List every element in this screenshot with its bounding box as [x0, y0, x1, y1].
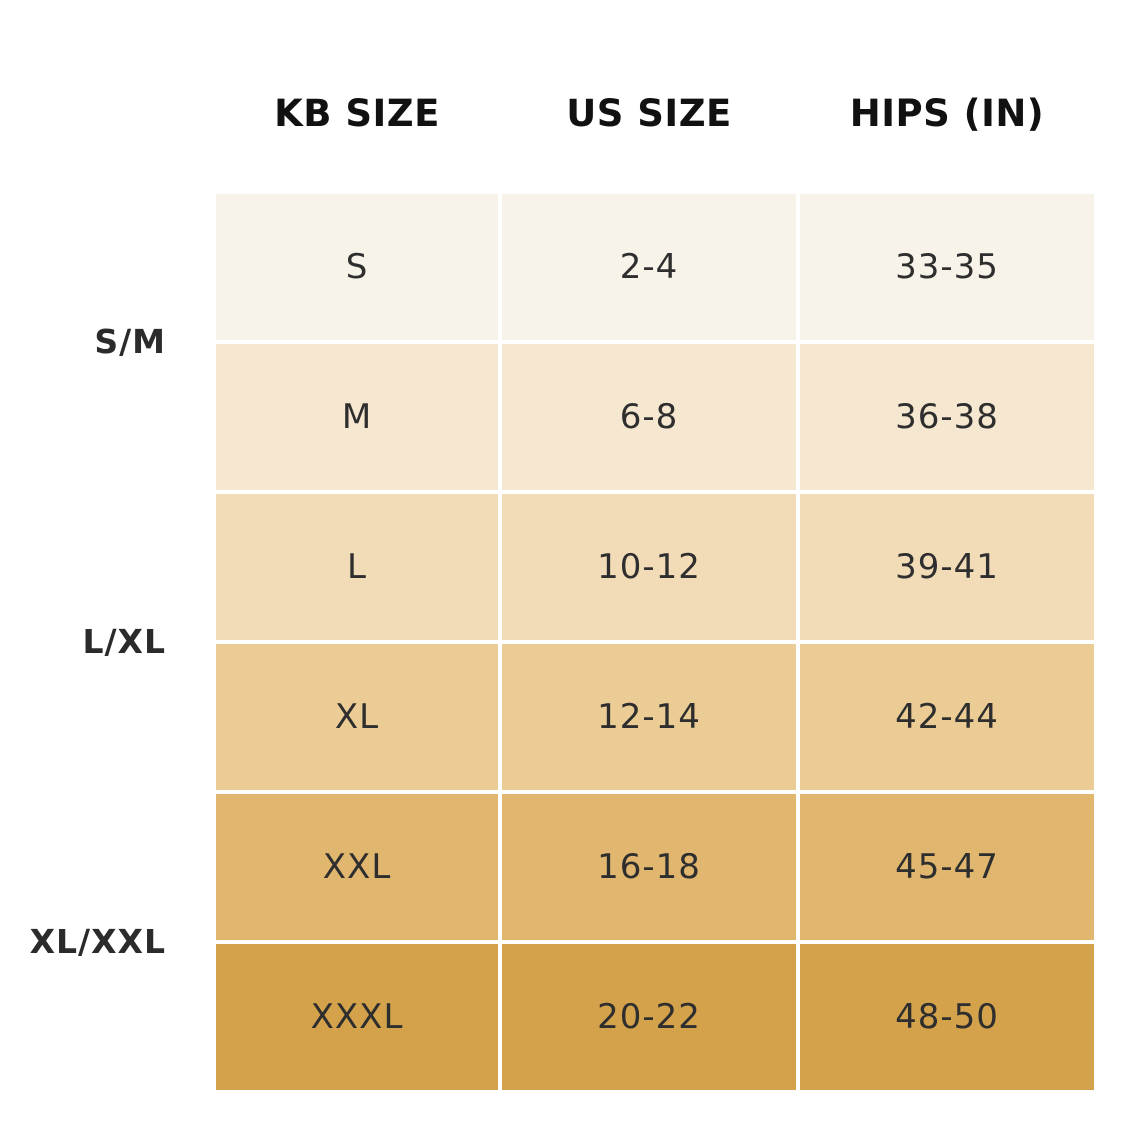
cell-hips: 48-50 — [800, 944, 1094, 1090]
group-label-l-xl: L/XL — [82, 622, 166, 661]
group-label-xl-xxl: XL/XXL — [29, 922, 166, 961]
cell-kb-size: XL — [216, 644, 498, 790]
cell-us-size: 2-4 — [502, 194, 796, 340]
cell-us-size: 16-18 — [502, 794, 796, 940]
cell-kb-size: XXL — [216, 794, 498, 940]
cell-hips: 39-41 — [800, 494, 1094, 640]
table-row: XXXL 20-22 48-50 — [216, 944, 1094, 1090]
header-kb-size: KB SIZE — [274, 92, 440, 135]
cell-us-size: 6-8 — [502, 344, 796, 490]
header-us-size: US SIZE — [566, 92, 732, 135]
size-chart-table: S 2-4 33-35 M 6-8 36-38 L 10-12 39-41 XL… — [216, 194, 1094, 1092]
cell-kb-size: S — [216, 194, 498, 340]
table-row: S 2-4 33-35 — [216, 194, 1094, 340]
table-row: XXL 16-18 45-47 — [216, 794, 1094, 940]
cell-hips: 33-35 — [800, 194, 1094, 340]
table-row: L 10-12 39-41 — [216, 494, 1094, 640]
cell-us-size: 10-12 — [502, 494, 796, 640]
cell-hips: 36-38 — [800, 344, 1094, 490]
table-row: M 6-8 36-38 — [216, 344, 1094, 490]
cell-kb-size: XXXL — [216, 944, 498, 1090]
cell-hips: 45-47 — [800, 794, 1094, 940]
table-row: XL 12-14 42-44 — [216, 644, 1094, 790]
cell-us-size: 12-14 — [502, 644, 796, 790]
cell-us-size: 20-22 — [502, 944, 796, 1090]
header-hips: HIPS (IN) — [849, 92, 1045, 135]
cell-kb-size: L — [216, 494, 498, 640]
cell-kb-size: M — [216, 344, 498, 490]
cell-hips: 42-44 — [800, 644, 1094, 790]
group-label-s-m: S/M — [94, 322, 166, 361]
